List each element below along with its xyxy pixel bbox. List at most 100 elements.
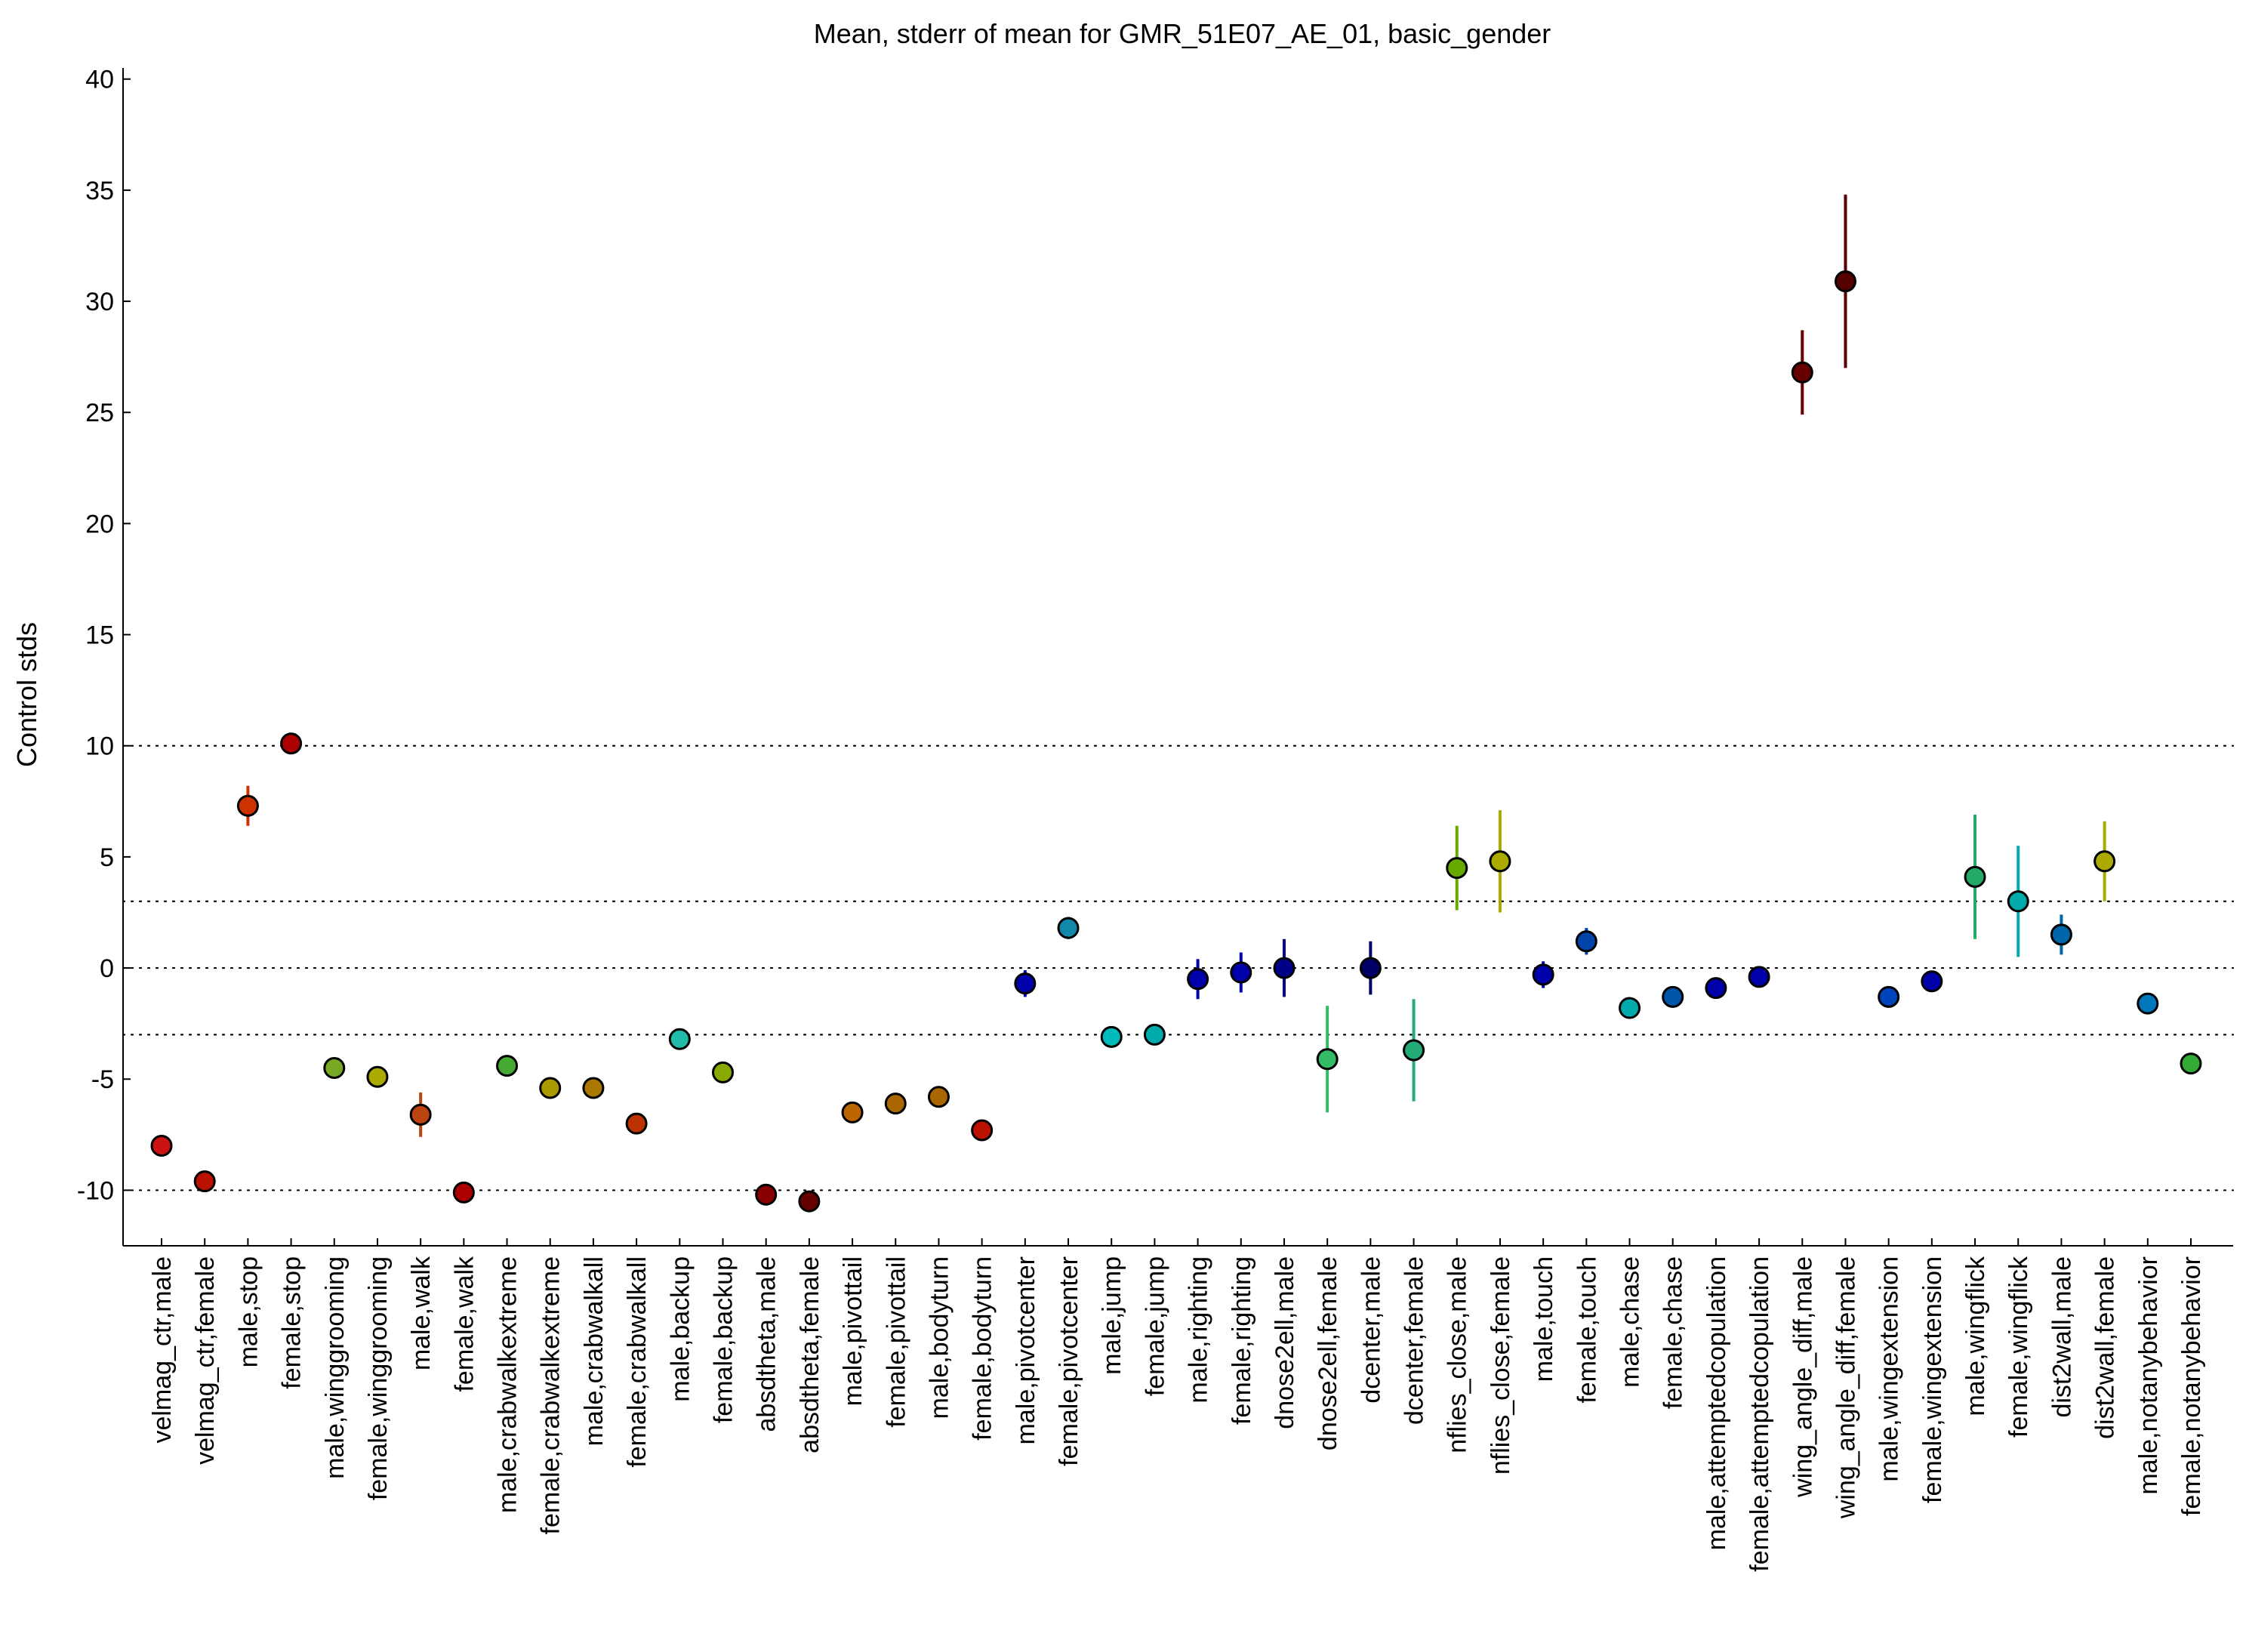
mean-point <box>755 1183 778 1206</box>
y-tick-label: -10 <box>77 1176 114 1205</box>
x-tick-label: female,wingextension <box>1918 1256 1947 1503</box>
mean-point <box>2180 1053 2202 1075</box>
x-tick-label: male,stop <box>234 1256 263 1367</box>
x-tick-label: absdtheta,male <box>753 1256 781 1432</box>
mean-point <box>452 1181 475 1204</box>
x-tick-label: dnose2ell,male <box>1271 1256 1299 1429</box>
x-tick-label: female,stop <box>278 1256 307 1389</box>
mean-point <box>1014 972 1037 995</box>
y-tick-label: 30 <box>85 288 114 316</box>
y-tick-label: 25 <box>85 399 114 427</box>
mean-point <box>1273 957 1296 979</box>
mean-point <box>1532 963 1554 986</box>
mean-point <box>1748 966 1770 988</box>
mean-point <box>1619 997 1641 1019</box>
x-tick-label: wing_angle_diff,male <box>1788 1256 1817 1498</box>
y-ticks: -10 -5 0 5 10 15 20 25 30 35 40 <box>77 66 131 1205</box>
mean-point <box>1662 985 1684 1008</box>
axes <box>122 68 2233 1247</box>
x-tick-label: dist2wall,female <box>2091 1256 2120 1439</box>
x-tick-label: female,walk <box>450 1256 479 1392</box>
mean-point <box>323 1057 346 1080</box>
x-tick-label: female,crabwalkall <box>623 1256 652 1468</box>
x-tick-label: male,backup <box>666 1256 695 1402</box>
reference-lines <box>122 744 2235 1191</box>
mean-point <box>366 1065 389 1088</box>
y-axis-label: Control stds <box>11 622 42 767</box>
data-points <box>150 270 2202 1213</box>
mean-point <box>1100 1025 1123 1048</box>
y-tick-label: 40 <box>85 66 114 94</box>
mean-point <box>798 1190 821 1213</box>
mean-point <box>884 1093 907 1115</box>
mean-point <box>496 1055 519 1077</box>
x-tick-label: male,walk <box>407 1256 436 1370</box>
x-tick-label: nflies_close,female <box>1487 1256 1515 1475</box>
x-tick-label: velmag_ctr,female <box>191 1256 220 1465</box>
x-tick-label: female,wingflick <box>2004 1256 2033 1438</box>
mean-point <box>236 794 259 817</box>
x-tick-label: female,winggrooming <box>364 1256 393 1500</box>
x-tick-label: dist2wall,male <box>2047 1256 2076 1418</box>
mean-point <box>582 1077 605 1099</box>
mean-point <box>409 1103 432 1126</box>
mean-point <box>927 1086 950 1108</box>
chart-title: Mean, stderr of mean for GMR_51E07_AE_01… <box>814 18 1551 49</box>
x-tick-label: female,pivotcenter <box>1055 1256 1083 1466</box>
x-tick-label: male,notanybehavior <box>2134 1256 2163 1495</box>
y-tick-label: 15 <box>85 621 114 650</box>
mean-point <box>1791 361 1813 384</box>
mean-point <box>2007 890 2029 913</box>
error-bars <box>160 194 2192 1207</box>
x-tick-label: male,chase <box>1616 1256 1645 1388</box>
mean-point <box>1834 270 1856 293</box>
y-tick-label: 10 <box>85 732 114 761</box>
x-tick-label: male,crabwalkextreme <box>494 1256 522 1513</box>
mean-point <box>625 1112 648 1135</box>
x-tick-label: male,wingflick <box>1961 1256 1990 1416</box>
mean-point <box>1489 850 1511 873</box>
x-tick-label: female,attemptedcopulation <box>1745 1256 1774 1572</box>
mean-point <box>1705 977 1727 1000</box>
mean-point <box>280 732 303 755</box>
mean-point <box>1230 961 1252 984</box>
x-tick-label: male,righting <box>1185 1256 1213 1404</box>
mean-point <box>1057 917 1080 939</box>
x-tick-label: female,pivottail <box>882 1256 910 1428</box>
x-tick-label: female,jump <box>1141 1256 1169 1396</box>
x-tick-label: female,notanybehavior <box>2177 1256 2206 1516</box>
mean-point <box>1575 930 1597 953</box>
x-tick-label: dcenter,male <box>1357 1256 1385 1404</box>
mean-point <box>668 1028 691 1050</box>
mean-point <box>1316 1048 1339 1071</box>
mean-point <box>1878 985 1900 1008</box>
x-tick-label: male,wingextension <box>1875 1256 1904 1482</box>
mean-point <box>1187 968 1209 991</box>
mean-point <box>841 1101 864 1123</box>
x-tick-label: dcenter,female <box>1400 1256 1429 1425</box>
mean-point <box>2137 992 2159 1015</box>
x-tick-label: male,winggrooming <box>321 1256 350 1479</box>
mean-point <box>1921 970 1943 993</box>
x-tick-label: absdtheta,female <box>796 1256 824 1453</box>
mean-point <box>1359 957 1382 979</box>
y-tick-label: 0 <box>100 954 114 983</box>
x-tick-label: wing_angle_diff,female <box>1832 1256 1860 1519</box>
x-tick-label: female,crabwalkextreme <box>537 1256 565 1534</box>
mean-point <box>1964 865 1986 888</box>
mean-point <box>2050 923 2072 946</box>
mean-point <box>150 1135 173 1157</box>
x-tick-label: female,righting <box>1228 1256 1256 1425</box>
x-tick-label: male,pivotcenter <box>1012 1256 1040 1444</box>
x-tick-label: female,bodyturn <box>969 1256 997 1441</box>
x-ticks: velmag_ctr,male velmag_ctr,female male,sto… <box>148 1238 2206 1572</box>
x-tick-label: velmag_ctr,male <box>148 1256 177 1444</box>
x-tick-label: female,backup <box>709 1256 738 1423</box>
mean-point <box>1143 1023 1166 1046</box>
y-tick-label: 35 <box>85 177 114 205</box>
mean-point <box>193 1170 216 1193</box>
y-tick-label: 20 <box>85 510 114 538</box>
x-tick-label: male,pivottail <box>839 1256 867 1406</box>
mean-point <box>711 1061 734 1083</box>
